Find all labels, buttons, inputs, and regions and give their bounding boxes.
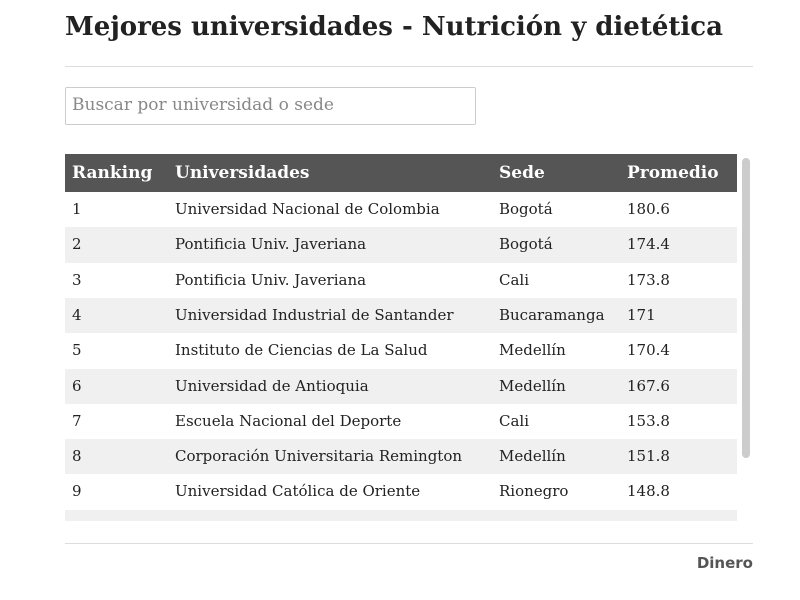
table-cell: 170.4 — [627, 341, 670, 360]
table-cell: 6 — [72, 376, 82, 395]
table-cell: 2 — [72, 235, 82, 254]
table-cell: Corporación Universitaria Remington — [175, 447, 463, 466]
table-row: 9 Universidad Católica de Oriente Rionegro… — [65, 474, 737, 509]
table-cell: Universidad de Antioquia — [175, 376, 369, 395]
table-row: 2 Pontificia Univ. Javeriana Bogotá 174.4 — [65, 227, 737, 263]
table-cell: 180.6 — [627, 200, 670, 218]
table-cell: 1 — [72, 200, 82, 218]
table-row: 8 Corporación Universitaria Remington Mede… — [65, 439, 737, 475]
table-cell: 174.4 — [627, 235, 670, 254]
table-cell: Bogotá — [499, 235, 553, 254]
column-header: Sede — [499, 163, 545, 183]
table-row: 1 Universidad Nacional de Colombia Bogotá 1… — [65, 192, 737, 227]
table-cell: Medellín — [499, 376, 566, 395]
table-cell: Medellín — [499, 447, 566, 466]
table-row: 5 Instituto de Ciencias de La Salud Medell… — [65, 333, 737, 368]
divider — [65, 66, 753, 67]
table-cell: Pontificia Univ. Javeriana — [175, 270, 367, 289]
table-row: 4 Universidad Industrial de Santander Buca… — [65, 297, 737, 334]
table-cell: 148.8 — [627, 482, 670, 501]
table-cell: 171 — [627, 305, 656, 324]
table-cell: Bucaramanga — [499, 305, 605, 324]
column-header: Ranking — [72, 163, 153, 183]
table-cell: Cali — [499, 411, 530, 430]
table-cell: Medellín — [499, 341, 566, 360]
table-cell: 153.8 — [627, 411, 670, 430]
title: Mejores universidades - Nutrición y diet… — [65, 12, 723, 42]
table-cell: 7 — [72, 411, 82, 430]
table-cell: Cali — [499, 270, 530, 289]
table-cell: 4 — [72, 305, 82, 324]
table-row: 3 Pontificia Univ. Javeriana Cali 173.8 — [65, 263, 737, 298]
table-row — [65, 509, 737, 521]
table-row: 6 Universidad de Antioquia Medellín 167.6 — [65, 368, 737, 404]
table-cell: 151.8 — [627, 447, 670, 466]
table-cell: Escuela Nacional del Deporte — [175, 411, 402, 430]
table-cell: Instituto de Ciencias de La Salud — [175, 341, 428, 360]
table-cell: Universidad Nacional de Colombia — [175, 200, 440, 218]
search-input[interactable]: Buscar por universidad o sede — [65, 87, 476, 125]
table: Ranking Universidades Sede Promedio 1 Univers… — [65, 154, 737, 521]
table-header: Ranking Universidades Sede Promedio — [65, 154, 737, 192]
table-cell: Universidad Industrial de Santander — [175, 305, 454, 324]
table-cell: 3 — [72, 270, 82, 289]
divider — [65, 543, 753, 544]
table-row: 7 Escuela Nacional del Deporte Cali 153.8 — [65, 404, 737, 439]
table-cell: Bogotá — [499, 200, 553, 218]
column-header: Promedio — [627, 163, 719, 183]
table-cell: 5 — [72, 341, 82, 360]
source-logo: Dinero — [696, 554, 753, 572]
scrollbar[interactable] — [742, 158, 750, 458]
table-cell: Rionegro — [499, 482, 569, 501]
table-cell: Universidad Católica de Oriente — [175, 482, 421, 501]
table-cell: 8 — [72, 447, 82, 466]
table-cell: 9 — [72, 482, 82, 501]
table-cell: Pontificia Univ. Javeriana — [175, 235, 367, 254]
table-cell: 167.6 — [627, 376, 670, 395]
column-header: Universidades — [175, 163, 310, 183]
table-cell: 173.8 — [627, 270, 670, 289]
